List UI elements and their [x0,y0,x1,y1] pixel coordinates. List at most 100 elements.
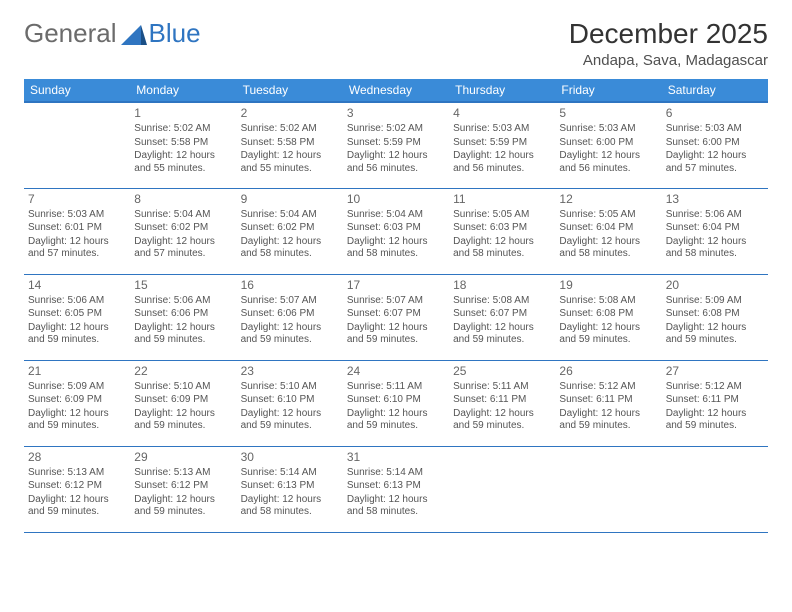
sunset-line: Sunset: 6:10 PM [347,394,445,407]
daylight-line: Daylight: 12 hours and 59 minutes. [453,322,551,347]
daylight-line: Daylight: 12 hours and 58 minutes. [453,236,551,261]
day-number: 1 [134,106,232,121]
sunset-line: Sunset: 6:10 PM [241,394,339,407]
sunset-line: Sunset: 6:13 PM [241,480,339,493]
day-number: 6 [666,106,764,121]
sunrise-line: Sunrise: 5:11 AM [347,381,445,394]
day-number: 28 [28,450,126,465]
daylight-line: Daylight: 12 hours and 57 minutes. [28,236,126,261]
calendar-day-cell: 23Sunrise: 5:10 AMSunset: 6:10 PMDayligh… [237,360,343,446]
day-header: Wednesday [343,79,449,102]
sunset-line: Sunset: 5:58 PM [134,137,232,150]
sunrise-line: Sunrise: 5:10 AM [241,381,339,394]
title-block: December 2025 Andapa, Sava, Madagascar [569,18,768,69]
sunset-line: Sunset: 6:07 PM [453,308,551,321]
sunset-line: Sunset: 6:00 PM [559,137,657,150]
calendar-day-cell: 18Sunrise: 5:08 AMSunset: 6:07 PMDayligh… [449,274,555,360]
sunrise-line: Sunrise: 5:07 AM [347,295,445,308]
day-number: 5 [559,106,657,121]
day-details: Sunrise: 5:06 AMSunset: 6:04 PMDaylight:… [666,209,764,261]
day-number: 3 [347,106,445,121]
logo-text-general: General [24,18,117,49]
sunrise-line: Sunrise: 5:03 AM [666,123,764,136]
sunrise-line: Sunrise: 5:09 AM [28,381,126,394]
sunrise-line: Sunrise: 5:05 AM [559,209,657,222]
day-details: Sunrise: 5:12 AMSunset: 6:11 PMDaylight:… [559,381,657,433]
sunrise-line: Sunrise: 5:13 AM [28,467,126,480]
day-number: 26 [559,364,657,379]
month-year-title: December 2025 [569,18,768,50]
day-number: 21 [28,364,126,379]
sunrise-line: Sunrise: 5:04 AM [347,209,445,222]
daylight-line: Daylight: 12 hours and 59 minutes. [28,408,126,433]
daylight-line: Daylight: 12 hours and 58 minutes. [666,236,764,261]
calendar-day-cell: 2Sunrise: 5:02 AMSunset: 5:58 PMDaylight… [237,102,343,188]
sunrise-line: Sunrise: 5:03 AM [453,123,551,136]
sunrise-line: Sunrise: 5:06 AM [666,209,764,222]
calendar-day-cell: 24Sunrise: 5:11 AMSunset: 6:10 PMDayligh… [343,360,449,446]
day-details: Sunrise: 5:06 AMSunset: 6:06 PMDaylight:… [134,295,232,347]
daylight-line: Daylight: 12 hours and 59 minutes. [28,322,126,347]
day-number: 31 [347,450,445,465]
sunset-line: Sunset: 6:11 PM [559,394,657,407]
calendar-day-cell: 21 Sunrise: 5:09 AMSunset: 6:09 PMDayligh… [24,360,130,446]
calendar-day-cell: 28Sunrise: 5:13 AMSunset: 6:12 PMDayligh… [24,446,130,532]
daylight-line: Daylight: 12 hours and 59 minutes. [347,408,445,433]
sunset-line: Sunset: 6:12 PM [28,480,126,493]
daylight-line: Daylight: 12 hours and 59 minutes. [666,322,764,347]
day-details: Sunrise: 5:13 AMSunset: 6:12 PMDaylight:… [134,467,232,519]
sunset-line: Sunset: 6:02 PM [134,222,232,235]
empty-cell [662,446,768,532]
sunset-line: Sunset: 6:03 PM [453,222,551,235]
day-details: Sunrise: 5:08 AMSunset: 6:08 PMDaylight:… [559,295,657,347]
day-details: Sunrise: 5:12 AMSunset: 6:11 PMDaylight:… [666,381,764,433]
sunrise-line: Sunrise: 5:14 AM [347,467,445,480]
sunset-line: Sunset: 6:04 PM [559,222,657,235]
sunset-line: Sunset: 6:05 PM [28,308,126,321]
sunset-line: Sunset: 6:01 PM [28,222,126,235]
daylight-line: Daylight: 12 hours and 58 minutes. [347,236,445,261]
calendar-day-cell: 12Sunrise: 5:05 AMSunset: 6:04 PMDayligh… [555,188,661,274]
day-details: Sunrise: 5:02 AMSunset: 5:58 PMDaylight:… [134,123,232,175]
daylight-line: Daylight: 12 hours and 56 minutes. [453,150,551,175]
day-details: Sunrise: 5:03 AMSunset: 5:59 PMDaylight:… [453,123,551,175]
header: General Blue December 2025 Andapa, Sava,… [24,18,768,69]
day-details: Sunrise: 5:02 AMSunset: 5:58 PMDaylight:… [241,123,339,175]
day-details: Sunrise: 5:04 AMSunset: 6:03 PMDaylight:… [347,209,445,261]
sunrise-line: Sunrise: 5:03 AM [559,123,657,136]
day-details: Sunrise: 5:03 AMSunset: 6:00 PMDaylight:… [559,123,657,175]
day-details: Sunrise: 5:05 AMSunset: 6:04 PMDaylight:… [559,209,657,261]
day-details: Sunrise: 5:07 AMSunset: 6:06 PMDaylight:… [241,295,339,347]
calendar-day-cell: 3Sunrise: 5:02 AMSunset: 5:59 PMDaylight… [343,102,449,188]
sunset-line: Sunset: 6:11 PM [453,394,551,407]
day-number: 27 [666,364,764,379]
calendar-week-row: 21 Sunrise: 5:09 AMSunset: 6:09 PMDayligh… [24,360,768,446]
calendar-day-cell: 25Sunrise: 5:11 AMSunset: 6:11 PMDayligh… [449,360,555,446]
day-number: 16 [241,278,339,293]
logo: General Blue [24,18,201,49]
daylight-line: Daylight: 12 hours and 59 minutes. [241,322,339,347]
sunrise-line: Sunrise: 5:09 AM [666,295,764,308]
daylight-line: Daylight: 12 hours and 58 minutes. [347,494,445,519]
day-number: 8 [134,192,232,207]
day-number: 25 [453,364,551,379]
calendar-day-cell: 5 Sunrise: 5:03 AMSunset: 6:00 PMDaylight… [555,102,661,188]
day-details: Sunrise: 5:09 AMSunset: 6:09 PMDaylight:… [28,381,126,433]
sunrise-line: Sunrise: 5:02 AM [134,123,232,136]
calendar-day-cell: 19Sunrise: 5:08 AMSunset: 6:08 PMDayligh… [555,274,661,360]
calendar-week-row: 7Sunrise: 5:03 AMSunset: 6:01 PMDaylight… [24,188,768,274]
sunrise-line: Sunrise: 5:12 AM [559,381,657,394]
calendar-day-cell: 13Sunrise: 5:06 AMSunset: 6:04 PMDayligh… [662,188,768,274]
sunrise-line: Sunrise: 5:13 AM [134,467,232,480]
calendar-day-cell: 29Sunrise: 5:13 AMSunset: 6:12 PMDayligh… [130,446,236,532]
sunrise-line: Sunrise: 5:03 AM [28,209,126,222]
logo-text-blue: Blue [149,18,201,49]
day-number: 11 [453,192,551,207]
day-header: Friday [555,79,661,102]
sunset-line: Sunset: 6:04 PM [666,222,764,235]
sunrise-line: Sunrise: 5:06 AM [28,295,126,308]
day-number: 4 [453,106,551,121]
calendar-body: 1Sunrise: 5:02 AMSunset: 5:58 PMDaylight… [24,102,768,532]
daylight-line: Daylight: 12 hours and 55 minutes. [134,150,232,175]
daylight-line: Daylight: 12 hours and 57 minutes. [666,150,764,175]
